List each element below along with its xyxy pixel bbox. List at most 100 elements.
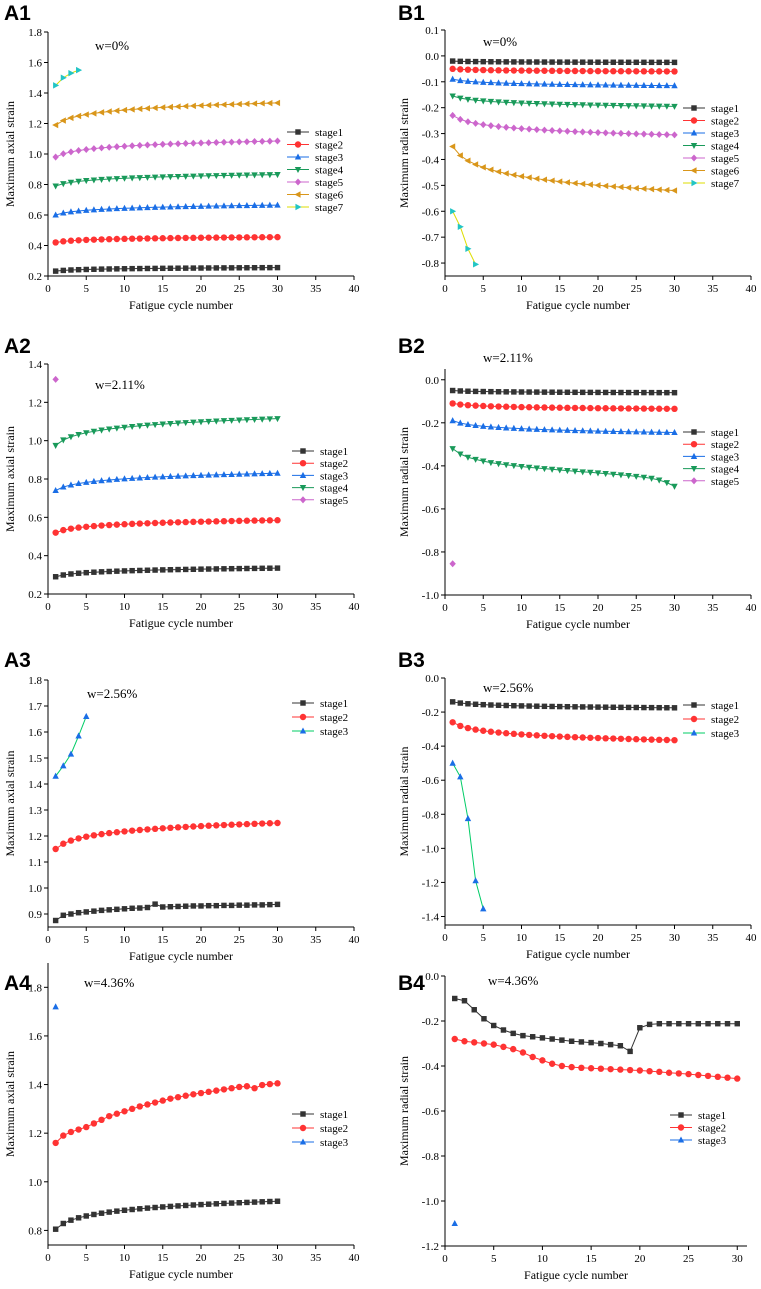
- data-point: [464, 66, 472, 73]
- x-axis-title: Fatigue cycle number: [526, 947, 630, 961]
- data-point: [587, 81, 594, 88]
- y-tick-label: 0.4: [28, 551, 42, 563]
- data-point: [136, 204, 143, 211]
- series-stage2: [52, 517, 281, 536]
- data-point: [220, 517, 228, 525]
- data-point: [671, 82, 678, 89]
- data-point: [685, 1070, 692, 1078]
- data-point: [671, 389, 678, 396]
- data-point: [236, 138, 243, 146]
- data-point: [610, 471, 617, 478]
- data-point: [503, 424, 510, 431]
- data-point: [594, 427, 602, 434]
- data-point: [450, 208, 457, 215]
- data-point: [663, 103, 671, 110]
- data-point: [151, 519, 159, 527]
- data-point: [197, 234, 205, 241]
- data-point: [510, 730, 518, 738]
- data-point: [52, 1139, 59, 1147]
- data-point: [228, 1200, 235, 1206]
- legend-label: stage5: [711, 153, 740, 165]
- data-point: [495, 79, 502, 86]
- data-point: [120, 106, 128, 114]
- data-point: [558, 1062, 566, 1070]
- data-point: [52, 121, 59, 129]
- data-point: [67, 750, 75, 757]
- data-point: [52, 529, 59, 536]
- data-point: [205, 102, 212, 109]
- data-point: [113, 107, 120, 114]
- data-point: [274, 416, 281, 423]
- series-stage3: [52, 469, 281, 494]
- data-point: [640, 130, 648, 138]
- legend-entry-stage3: stage3: [287, 152, 344, 164]
- y-tick-label: -1.0: [422, 590, 440, 602]
- data-point: [511, 389, 517, 395]
- series-stage7: [53, 66, 83, 89]
- x-tick-label: 40: [349, 934, 361, 946]
- data-point: [259, 264, 265, 271]
- data-point: [533, 67, 540, 74]
- data-point: [220, 138, 228, 146]
- data-point: [114, 568, 120, 574]
- data-point: [656, 82, 663, 89]
- data-point: [457, 401, 464, 408]
- data-point: [602, 735, 609, 742]
- data-point: [579, 67, 586, 75]
- data-point: [83, 145, 90, 153]
- legend-entry-stage2: stage2: [292, 1123, 348, 1135]
- data-point: [633, 704, 639, 711]
- data-point: [472, 66, 479, 74]
- data-point: [205, 1088, 212, 1096]
- data-point: [98, 205, 105, 212]
- series-line: [452, 448, 675, 487]
- y-tick-label: -0.6: [422, 1106, 440, 1118]
- data-point: [510, 424, 518, 431]
- data-point: [182, 823, 189, 831]
- data-point: [228, 265, 235, 271]
- y-tick-label: 1.6: [28, 1031, 42, 1043]
- data-point: [648, 405, 655, 412]
- data-point: [625, 184, 632, 191]
- y-tick-label: -0.8: [422, 809, 440, 821]
- data-point: [495, 403, 502, 410]
- data-point: [594, 404, 602, 412]
- data-point: [136, 520, 143, 527]
- legend-entry-stage5: stage5: [683, 153, 740, 165]
- data-point: [480, 727, 487, 734]
- data-point: [228, 101, 235, 108]
- legend-marker: [691, 429, 697, 435]
- x-tick-label: 0: [45, 601, 51, 613]
- data-point: [518, 80, 525, 87]
- data-point: [656, 59, 662, 66]
- data-point: [663, 428, 671, 435]
- data-point: [67, 148, 75, 156]
- data-point: [646, 1067, 653, 1075]
- data-point: [457, 66, 464, 73]
- data-point: [182, 173, 189, 180]
- data-point: [243, 517, 251, 524]
- data-point: [167, 472, 174, 479]
- data-point: [220, 821, 228, 829]
- legend-marker: [690, 477, 698, 485]
- data-point: [564, 426, 571, 433]
- data-point: [557, 59, 563, 65]
- data-point: [197, 419, 205, 426]
- data-point: [90, 236, 98, 243]
- moisture-annotation: w=2.56%: [87, 686, 137, 701]
- data-point: [671, 483, 678, 490]
- data-point: [472, 402, 479, 409]
- data-point: [503, 99, 510, 106]
- y-tick-label: -1.2: [422, 877, 439, 889]
- data-point: [704, 1072, 712, 1080]
- data-point: [190, 566, 197, 573]
- data-point: [159, 235, 166, 242]
- data-point: [449, 143, 456, 150]
- data-point: [663, 82, 671, 89]
- data-point: [548, 426, 556, 433]
- panel-label: A3: [4, 649, 31, 672]
- data-point: [53, 82, 60, 89]
- data-point: [464, 157, 471, 164]
- series-stage1: [52, 1198, 281, 1232]
- y-tick-label: -0.4: [422, 154, 440, 166]
